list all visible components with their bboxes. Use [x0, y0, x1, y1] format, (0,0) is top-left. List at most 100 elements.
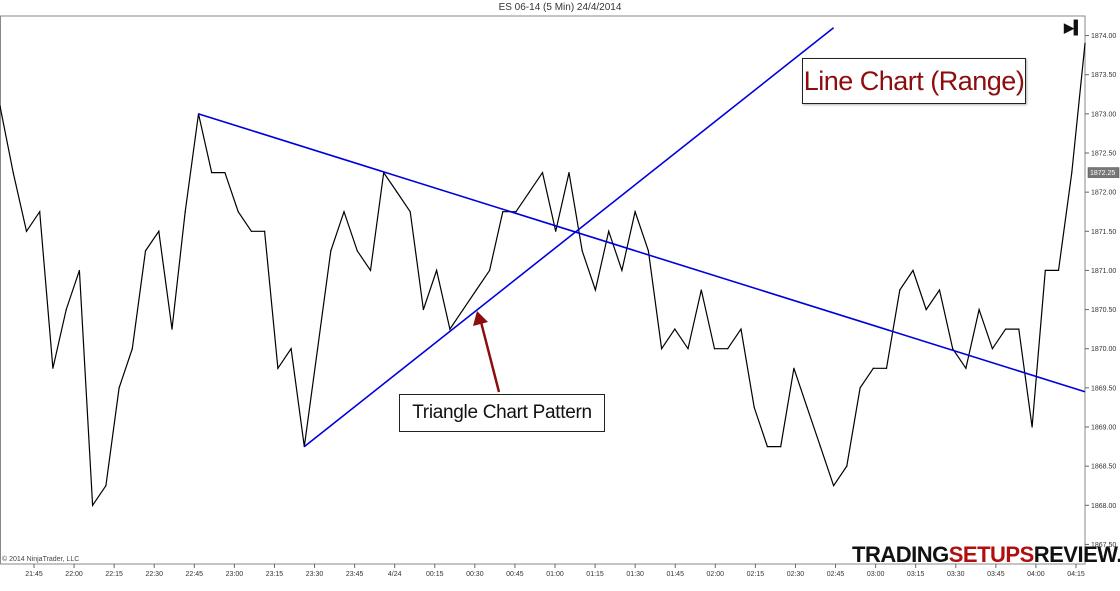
price-point	[250, 230, 253, 232]
chart-title: ES 06-14 (5 Min) 24/4/2014	[498, 2, 622, 13]
x-tick-label: 01:00	[546, 571, 564, 578]
price-point	[528, 191, 530, 193]
price-point	[793, 367, 795, 369]
x-tick-label: 03:15	[907, 571, 925, 578]
x-tick-label: 02:30	[787, 571, 805, 578]
price-point	[819, 445, 821, 448]
price-point	[1084, 42, 1086, 45]
price-point	[727, 348, 729, 350]
price-point	[78, 269, 80, 272]
price-point	[488, 269, 491, 272]
price-point	[409, 211, 411, 213]
price-point	[211, 171, 213, 174]
watermark-left: TRADING	[852, 542, 949, 567]
x-tick-label: 03:45	[987, 571, 1005, 578]
x-tick-label: 21:45	[25, 571, 43, 578]
price-point	[0, 105, 1, 107]
price-point	[502, 211, 504, 213]
annotation-arrow-head	[473, 311, 488, 326]
price-point	[1057, 269, 1060, 272]
price-point	[806, 406, 808, 409]
price-point	[25, 230, 28, 232]
x-tick-label: 02:45	[827, 571, 845, 578]
plot-frame	[0, 15, 1086, 565]
x-tick-label: 23:15	[266, 571, 284, 578]
price-point	[343, 211, 345, 213]
price-point	[330, 250, 332, 252]
price-point	[991, 348, 993, 350]
price-point	[555, 230, 557, 232]
price-point	[105, 485, 107, 487]
price-point	[700, 289, 702, 291]
x-tick-label: 02:15	[747, 571, 765, 578]
price-point	[264, 230, 266, 232]
price-point	[740, 328, 742, 330]
price-point	[462, 308, 464, 311]
y-tick-label: 1872.50	[1091, 151, 1116, 158]
copyright-text: © 2014 NinjaTrader, LLC	[2, 556, 80, 563]
x-tick-label: 00:45	[506, 571, 524, 578]
price-point	[912, 269, 914, 272]
watermark-mid: SETUPS	[948, 542, 1035, 567]
y-tick-label: 1872.00	[1091, 190, 1116, 197]
price-point	[1018, 328, 1020, 330]
price-point	[634, 211, 636, 213]
x-tick-label: 22:15	[105, 571, 123, 578]
price-point	[899, 289, 901, 291]
y-tick-label: 1867.50	[1091, 542, 1116, 549]
price-point	[647, 250, 649, 252]
price-point	[952, 348, 954, 350]
chart-type-label-box: Line Chart (Range)	[802, 58, 1026, 104]
price-point	[396, 191, 398, 193]
price-point	[621, 269, 623, 272]
x-tick-label: 23:30	[306, 571, 324, 578]
price-point	[753, 406, 755, 409]
y-tick-label: 1868.00	[1091, 503, 1116, 510]
price-point	[1005, 328, 1007, 330]
current-price-tag	[1087, 167, 1120, 178]
y-tick-label: 1869.50	[1091, 385, 1116, 392]
pattern-label-box: Triangle Chart Pattern	[399, 394, 605, 432]
x-tick-label: 00:30	[466, 571, 484, 578]
price-point	[713, 348, 716, 350]
price-point	[660, 348, 663, 350]
price-point	[925, 308, 927, 311]
price-point	[674, 328, 676, 330]
y-tick-label: 1871.50	[1091, 229, 1116, 236]
annotation-arrow-shaft	[479, 321, 501, 393]
x-tick-label: 04:00	[1027, 571, 1045, 578]
price-point	[515, 211, 517, 213]
x-tick-label: 01:45	[666, 571, 684, 578]
price-point	[422, 308, 425, 311]
price-point	[171, 328, 173, 330]
price-point	[224, 171, 226, 174]
price-point	[541, 171, 544, 174]
x-tick-label: 01:30	[626, 571, 644, 578]
price-point	[52, 367, 54, 369]
price-point	[369, 269, 372, 272]
y-tick-label: 1870.00	[1091, 346, 1116, 353]
price-point	[1071, 171, 1073, 174]
x-tick-label: 22:45	[186, 571, 204, 578]
skip-to-end-icon[interactable]: ▶▍	[1064, 20, 1084, 35]
price-point	[832, 485, 835, 487]
x-tick-label: 01:15	[586, 571, 604, 578]
price-point	[475, 289, 477, 291]
price-point	[780, 445, 782, 448]
price-point	[885, 367, 888, 369]
price-line	[0, 43, 1086, 508]
chart-type-label: Line Chart (Range)	[803, 65, 1025, 96]
y-tick-label: 1869.00	[1091, 425, 1116, 432]
price-point	[859, 387, 861, 389]
x-tick-label: 02:00	[707, 571, 725, 578]
price-point	[687, 348, 689, 350]
price-point	[581, 250, 583, 252]
x-tick-label: 23:45	[346, 571, 364, 578]
price-point	[356, 250, 358, 252]
price-point	[158, 230, 160, 232]
price-point	[92, 504, 94, 506]
price-point	[938, 289, 941, 291]
price-point	[608, 230, 610, 232]
y-tick-label: 1868.50	[1091, 464, 1116, 471]
